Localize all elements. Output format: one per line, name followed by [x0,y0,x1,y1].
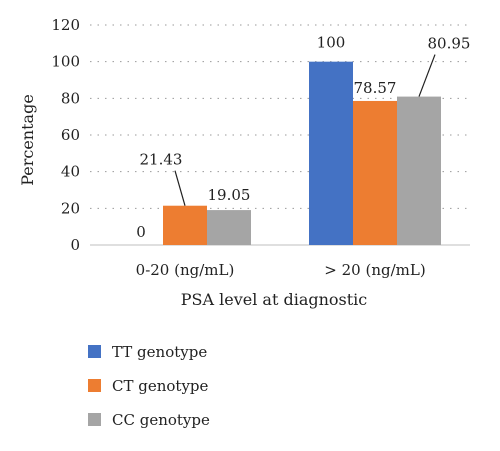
label-leader-line [174,170,186,206]
bar-ct-genotype [163,205,207,245]
y-tick-label: 120 [51,16,80,34]
data-label: 21.43 [140,151,183,169]
bar-cc-genotype [207,210,251,245]
legend-label: CC genotype [112,411,210,429]
y-tick-label: 40 [61,163,80,181]
data-label: 78.57 [354,79,397,97]
legend-swatch [88,345,101,358]
y-axis-title: Percentage [18,94,37,186]
y-tick-label: 80 [61,89,80,107]
y-tick-label: 0 [70,236,80,254]
x-category-label: 0-20 (ng/mL) [136,261,235,279]
y-axis: 0 20 40 60 80 100 120 [51,16,80,254]
data-label: 100 [317,34,346,52]
data-label: 80.95 [428,35,471,53]
y-tick-label: 60 [61,126,80,144]
data-labels: 0 21.43 19.05 100 78.57 80.95 [136,34,470,241]
bar-tt-genotype [309,61,353,245]
label-leader-line [418,54,436,97]
bar-cc-genotype [397,96,441,245]
legend: TT genotype CT genotype CC genotype [88,343,210,429]
y-tick-label: 100 [51,53,80,71]
bars [163,61,441,245]
legend-swatch [88,379,101,392]
legend-swatch [88,413,101,426]
legend-label: CT genotype [112,377,209,395]
data-label: 19.05 [208,186,251,204]
x-axis: 0-20 (ng/mL) > 20 (ng/mL) [90,244,470,279]
x-category-label: > 20 (ng/mL) [324,261,425,279]
bar-ct-genotype [353,100,397,245]
data-label: 0 [136,223,146,241]
legend-label: TT genotype [112,343,207,361]
x-axis-title: PSA level at diagnostic [181,290,368,309]
y-tick-label: 20 [61,199,80,217]
